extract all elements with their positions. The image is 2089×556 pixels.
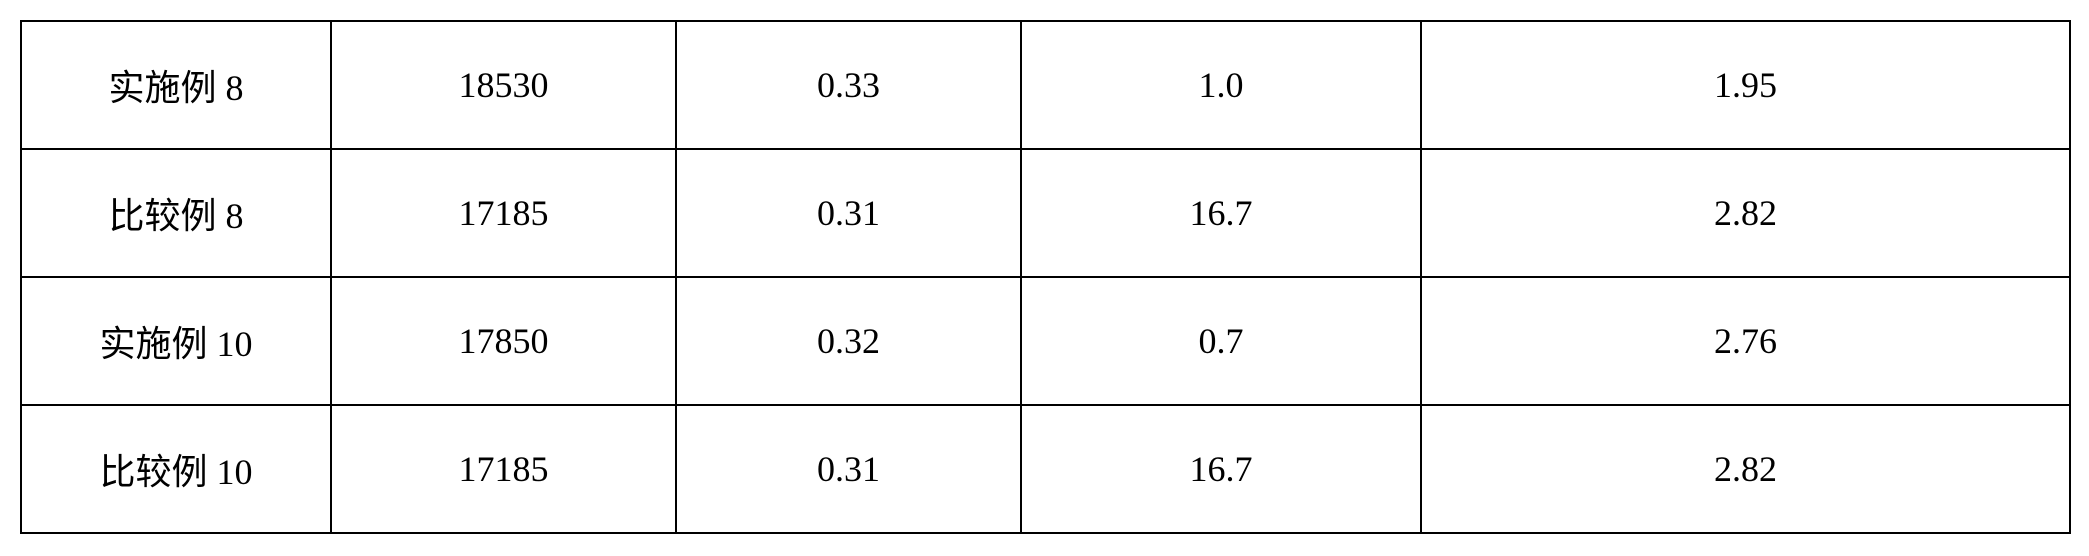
table-cell: 2.82: [1421, 149, 2070, 277]
table-cell: 比较例 10: [21, 405, 331, 533]
table-cell: 0.7: [1021, 277, 1421, 405]
table-cell: 18530: [331, 21, 676, 149]
table-cell: 17185: [331, 149, 676, 277]
table-cell: 17850: [331, 277, 676, 405]
table-cell: 17185: [331, 405, 676, 533]
table-cell: 0.33: [676, 21, 1021, 149]
table-cell: 实施例 8: [21, 21, 331, 149]
table-row: 比较例 10 17185 0.31 16.7 2.82: [21, 405, 2070, 533]
table-cell: 16.7: [1021, 405, 1421, 533]
table-cell: 2.76: [1421, 277, 2070, 405]
table-cell: 比较例 8: [21, 149, 331, 277]
table-row: 比较例 8 17185 0.31 16.7 2.82: [21, 149, 2070, 277]
table-cell: 2.82: [1421, 405, 2070, 533]
table-cell: 实施例 10: [21, 277, 331, 405]
table-cell: 0.31: [676, 405, 1021, 533]
table-cell: 0.31: [676, 149, 1021, 277]
table-cell: 16.7: [1021, 149, 1421, 277]
table-row: 实施例 10 17850 0.32 0.7 2.76: [21, 277, 2070, 405]
table-cell: 0.32: [676, 277, 1021, 405]
table-row: 实施例 8 18530 0.33 1.0 1.95: [21, 21, 2070, 149]
data-table: 实施例 8 18530 0.33 1.0 1.95 比较例 8 17185 0.…: [20, 20, 2071, 534]
table-cell: 1.95: [1421, 21, 2070, 149]
table-cell: 1.0: [1021, 21, 1421, 149]
